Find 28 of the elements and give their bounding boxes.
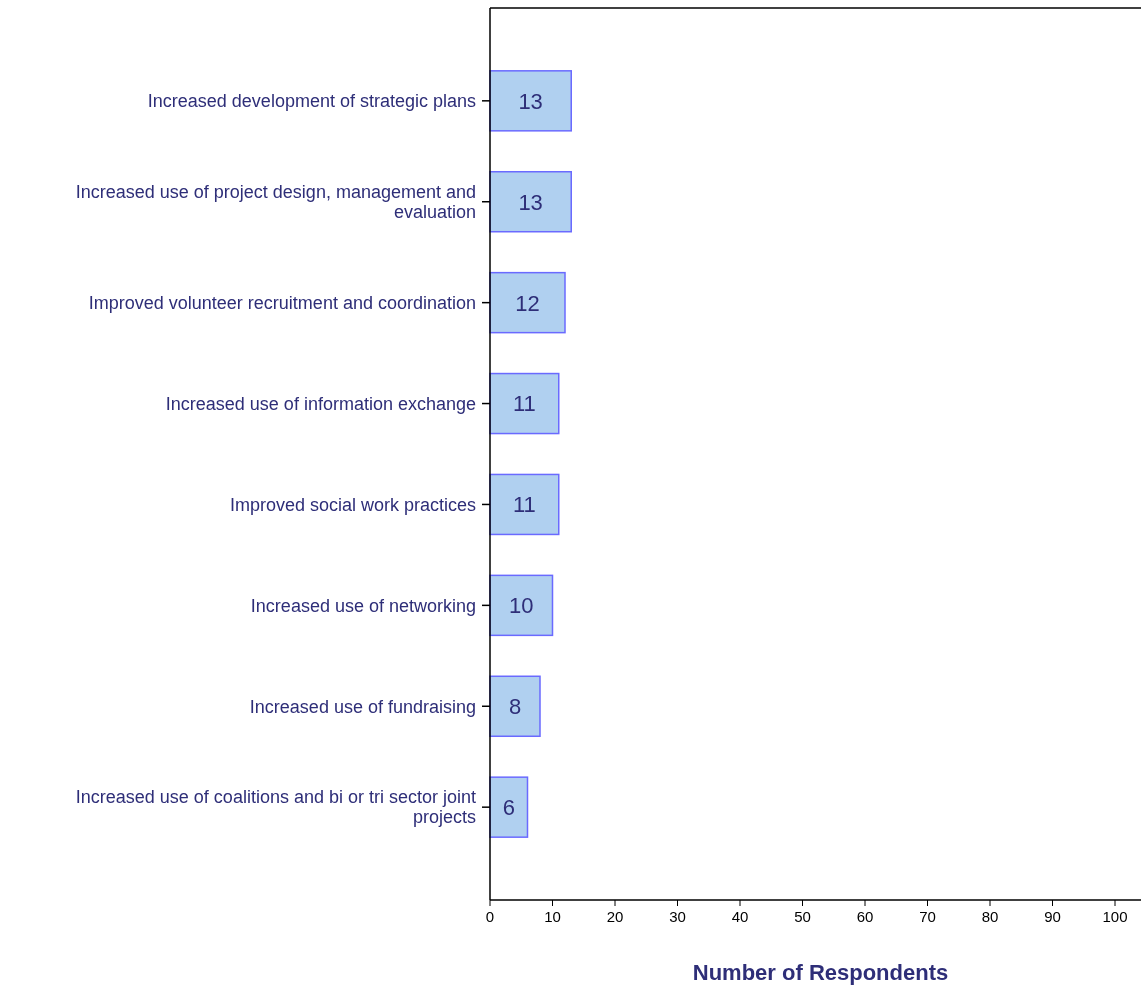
x-tick-label: 0 bbox=[485, 908, 495, 925]
data-label: 13 bbox=[518, 189, 543, 215]
data-label: 13 bbox=[518, 88, 543, 114]
y-tick-label: Increased use of fundraising bbox=[249, 696, 476, 717]
x-axis-title: Number of Respondents bbox=[692, 960, 949, 985]
x-tick-label: 80 bbox=[981, 908, 999, 925]
x-tick-label: 20 bbox=[606, 908, 624, 925]
y-tick-label: Improved social work practices bbox=[229, 494, 476, 515]
y-tick-label: Increased use of networking bbox=[250, 595, 476, 616]
data-label: 11 bbox=[512, 391, 536, 417]
y-tick-label: Improved volunteer recruitment and coordination bbox=[88, 292, 476, 313]
x-tick-label: 40 bbox=[731, 908, 749, 925]
y-tick-label: Increased development of strategic plans bbox=[147, 91, 476, 112]
x-tick-label: 90 bbox=[1044, 908, 1061, 925]
y-tick-label: Increased use of coalitions and bi or tri sector joint projects bbox=[75, 787, 476, 828]
x-tick-label: 70 bbox=[919, 908, 936, 925]
y-tick-label: Increased use of information exchange bbox=[165, 393, 476, 414]
data-label: 10 bbox=[509, 593, 534, 619]
x-tick-label: 60 bbox=[856, 908, 874, 925]
data-label: 8 bbox=[508, 694, 522, 720]
x-tick-label: 100 bbox=[1102, 908, 1128, 925]
x-tick-label: 10 bbox=[544, 908, 561, 925]
data-label: 11 bbox=[512, 492, 536, 518]
x-tick-label: 30 bbox=[669, 908, 686, 925]
data-label: 6 bbox=[502, 795, 515, 821]
data-label: 12 bbox=[515, 290, 540, 316]
x-tick-label: 50 bbox=[794, 908, 811, 925]
y-tick-label: Increased use of project design, management and evaluation bbox=[75, 182, 476, 223]
